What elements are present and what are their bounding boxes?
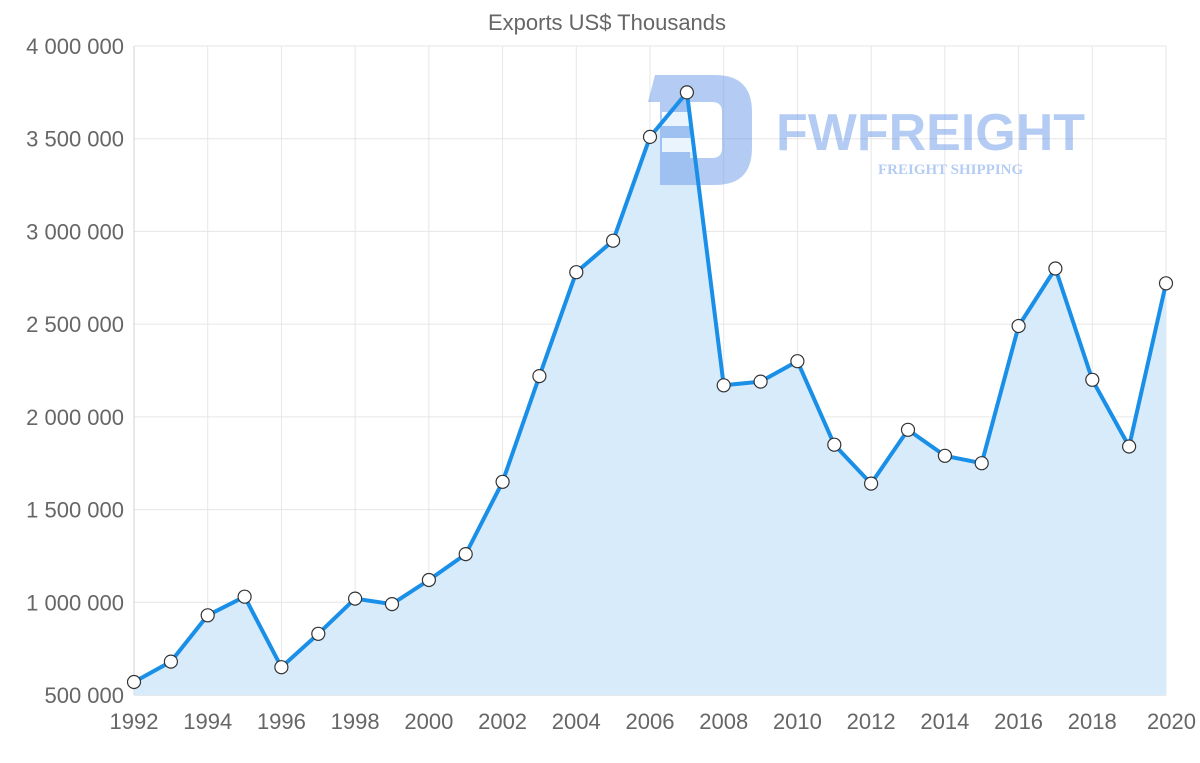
data-point-2005[interactable]: [605, 233, 621, 248]
x-axis-ticks: 1992 1994 1996 1998 2000 2002 2004 2006 2008 2010…: [110, 709, 1196, 734]
watermark-tagline: FREIGHT SHIPPING: [878, 162, 1023, 178]
y-tick-label: 3 000 000: [26, 219, 124, 244]
y-tick-label: 1 500 000: [26, 498, 124, 523]
series-points: [126, 85, 1174, 690]
x-tick-label: 2010: [773, 709, 822, 734]
y-tick-label: 500 000: [44, 683, 124, 708]
data-point-2019[interactable]: [1121, 439, 1137, 454]
area-layer: [134, 92, 1166, 695]
data-point-2008[interactable]: [716, 378, 731, 393]
data-point-2006[interactable]: [642, 129, 658, 144]
x-tick-label: 2008: [699, 709, 748, 734]
data-point-1998[interactable]: [348, 591, 363, 606]
x-tick-label: 2016: [994, 709, 1043, 734]
watermark: FWFREIGHT FREIGHT SHIPPING: [648, 75, 1085, 185]
data-point-2016[interactable]: [1011, 318, 1026, 334]
data-point-2002[interactable]: [495, 474, 510, 489]
data-point-1993[interactable]: [163, 654, 178, 669]
x-tick-label: 2006: [626, 709, 675, 734]
data-point-2010[interactable]: [790, 354, 805, 369]
x-tick-label: 1996: [257, 709, 306, 734]
data-point-2011[interactable]: [827, 437, 842, 452]
x-tick-label: 2000: [404, 709, 453, 734]
data-point-2017[interactable]: [1048, 261, 1063, 276]
y-tick-label: 2 500 000: [26, 312, 124, 337]
data-point-2014[interactable]: [937, 448, 953, 463]
x-tick-label: 2012: [847, 709, 896, 734]
data-point-2009[interactable]: [753, 374, 768, 389]
data-point-2003[interactable]: [532, 369, 547, 384]
fwfreight-logo-icon: [648, 75, 752, 185]
data-point-2020[interactable]: [1158, 276, 1174, 291]
data-point-1992[interactable]: [126, 674, 142, 690]
data-point-2018[interactable]: [1085, 372, 1100, 387]
data-point-2013[interactable]: [900, 422, 916, 437]
x-tick-label: 2004: [552, 709, 601, 734]
data-point-2000[interactable]: [421, 572, 436, 588]
y-tick-label: 4 000 000: [26, 34, 124, 59]
data-point-2012[interactable]: [863, 476, 879, 491]
y-axis-ticks: 500 000 1 000 000 1 500 000 2 000 000 2 500 …: [26, 34, 124, 708]
data-point-2004[interactable]: [569, 265, 584, 280]
data-point-1996[interactable]: [274, 660, 289, 675]
data-point-1994[interactable]: [200, 608, 215, 623]
x-tick-label: 2002: [478, 709, 527, 734]
watermark-brand: FWFREIGHT: [776, 104, 1085, 162]
x-tick-label: 2020: [1147, 709, 1196, 734]
series-area: [134, 92, 1166, 695]
y-tick-label: 2 000 000: [26, 405, 124, 430]
data-point-2007[interactable]: [679, 85, 695, 100]
chart-title: Exports US$ Thousands: [488, 10, 726, 35]
data-point-2001[interactable]: [458, 546, 473, 562]
data-point-1999[interactable]: [384, 596, 400, 612]
x-tick-label: 2014: [920, 709, 969, 734]
x-tick-label: 1992: [110, 709, 159, 734]
data-point-1997[interactable]: [311, 626, 326, 641]
y-tick-label: 1 000 000: [26, 590, 124, 615]
data-point-1995[interactable]: [237, 589, 252, 604]
data-point-2015[interactable]: [974, 456, 989, 471]
x-tick-label: 2018: [1068, 709, 1117, 734]
x-tick-label: 1994: [183, 709, 232, 734]
x-tick-label: 1998: [331, 709, 380, 734]
y-tick-label: 3 500 000: [26, 127, 124, 152]
